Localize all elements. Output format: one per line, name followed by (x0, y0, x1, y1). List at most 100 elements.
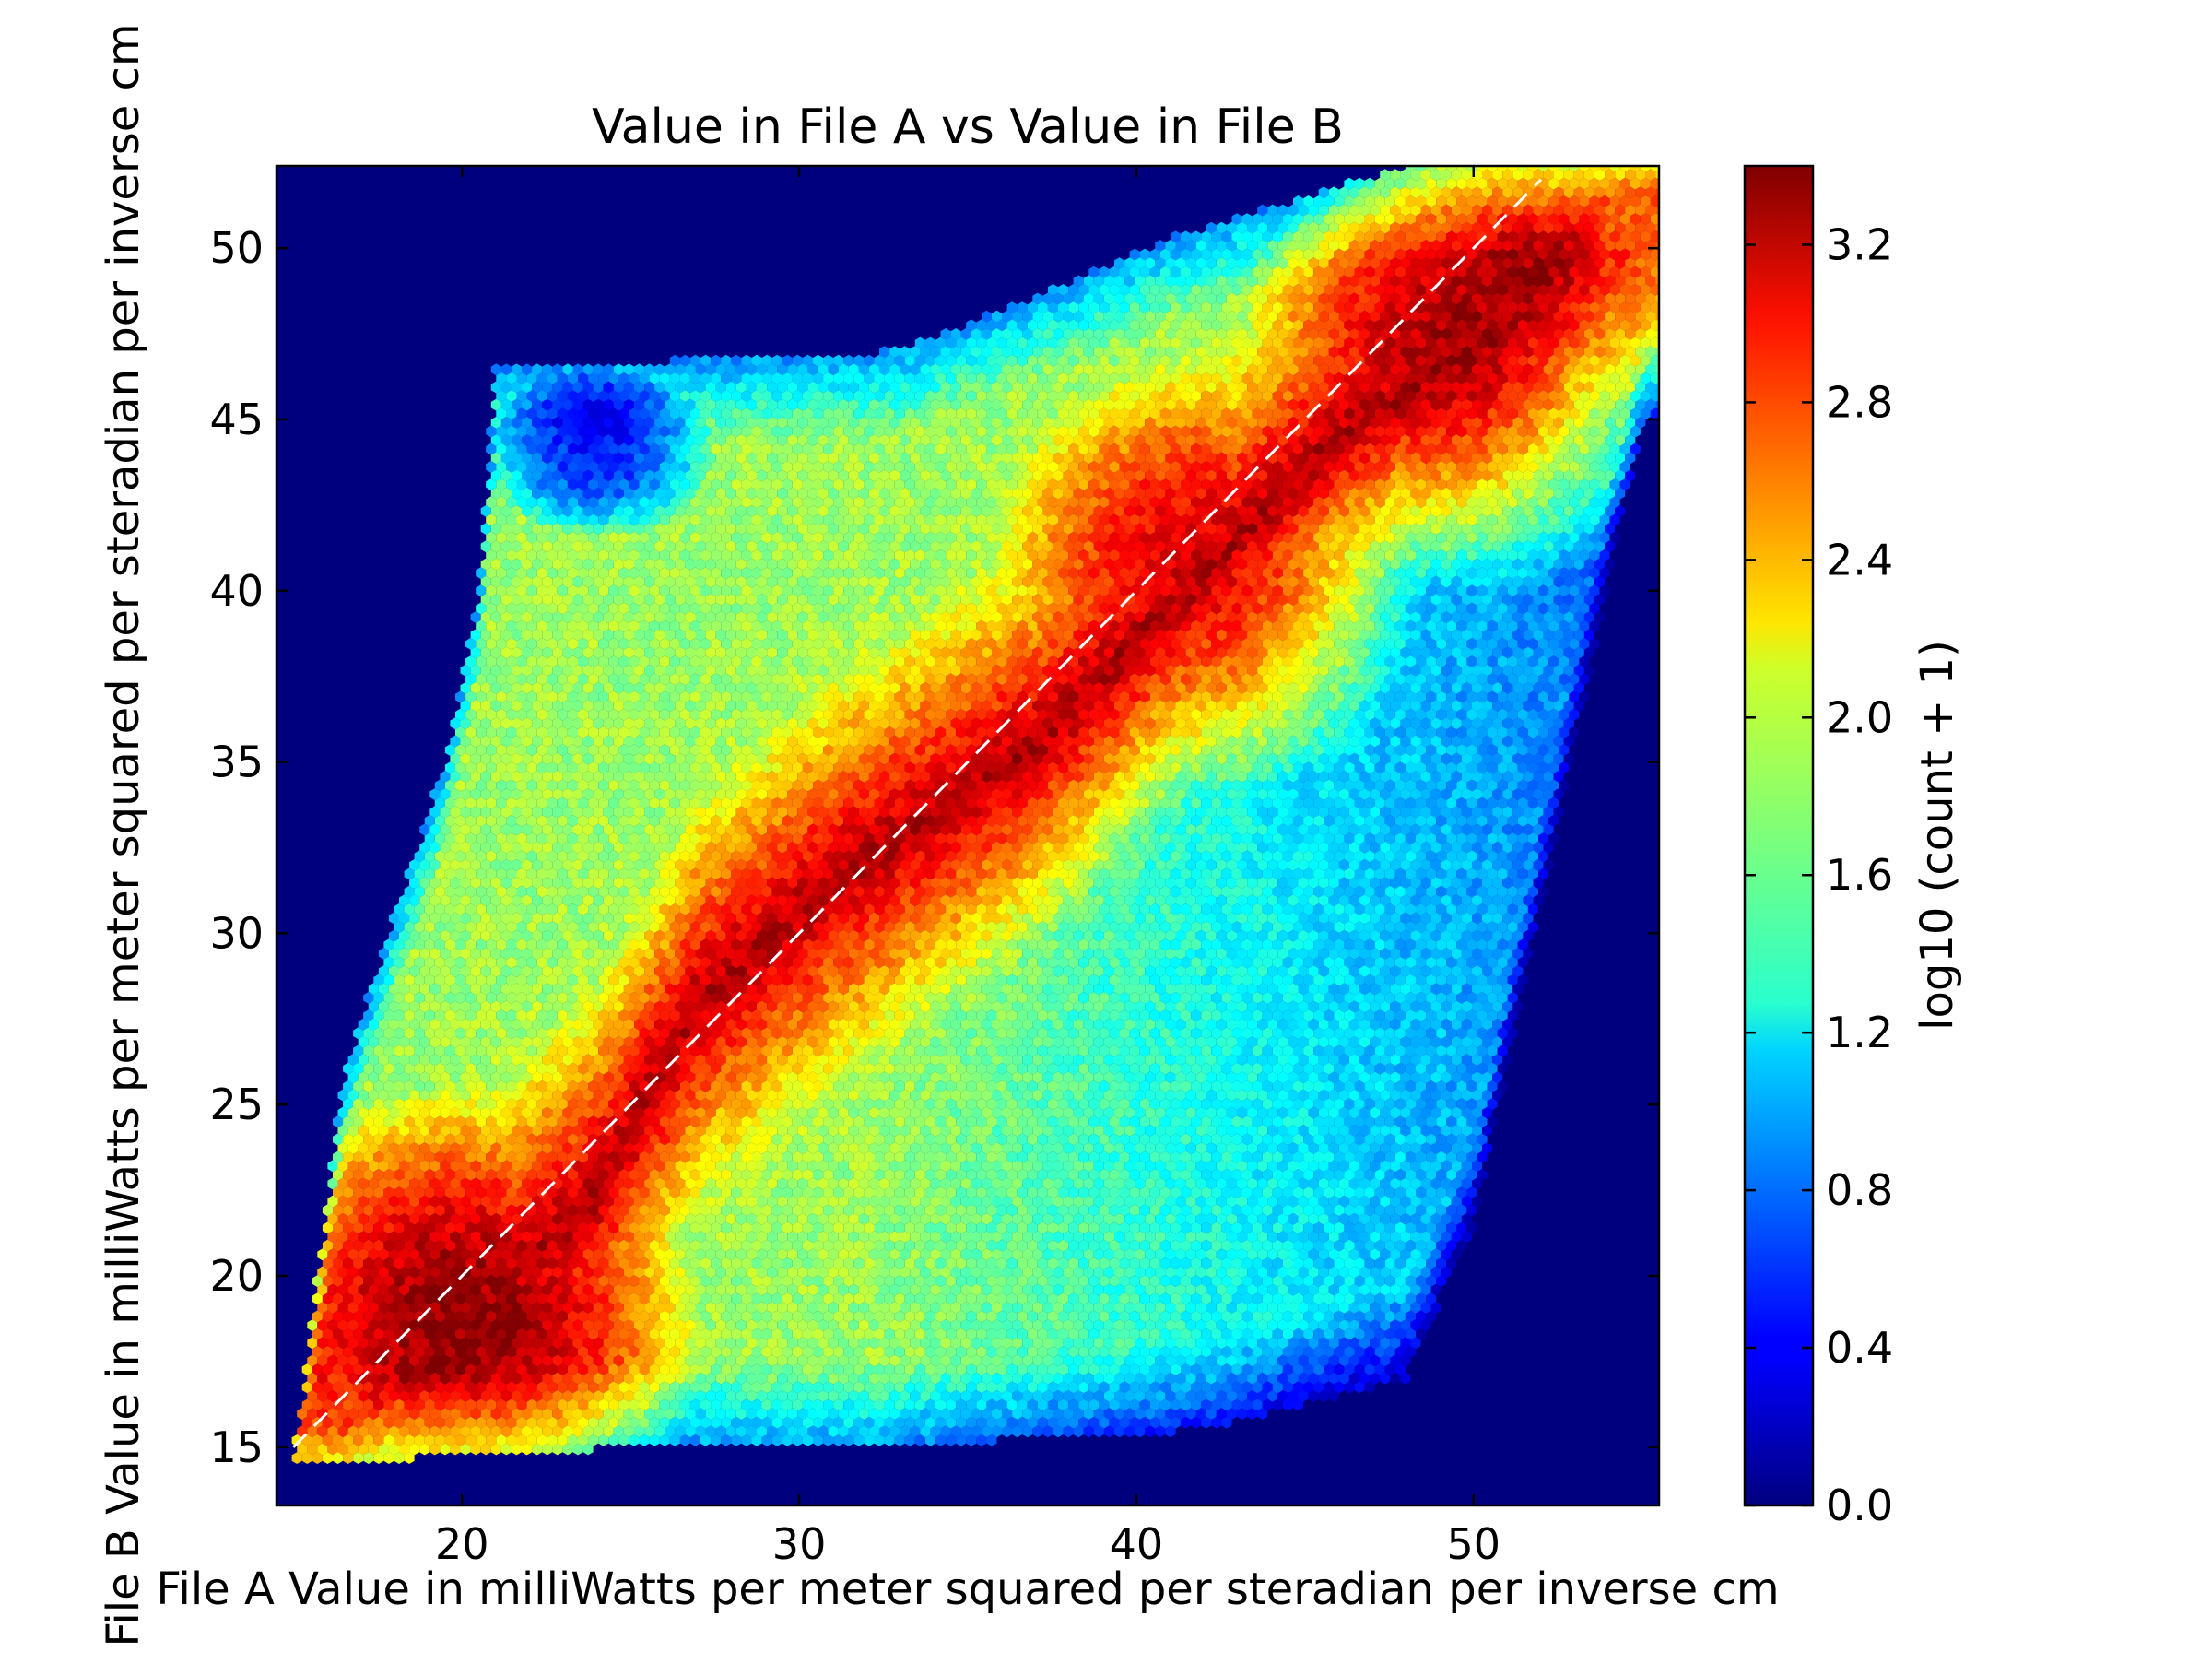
hexbin-cell (1201, 266, 1212, 278)
hexbin-cell (1553, 275, 1564, 288)
hexbin-cell (1466, 195, 1477, 207)
hexbin-cell (1139, 248, 1150, 261)
hexbin-cell (1129, 266, 1140, 278)
hexbin-cell (1599, 230, 1610, 243)
hexbin-cell (1293, 266, 1304, 278)
hexbin-cell (1630, 166, 1641, 172)
hexbin-cell (1482, 186, 1493, 199)
hexbin-cell (1497, 266, 1508, 278)
hexbin-cell (1145, 275, 1156, 288)
hexbin-cell (1619, 266, 1630, 278)
hexbin-cell (1380, 221, 1391, 234)
hexbin-cell (1645, 204, 1656, 217)
hexbin-cell (1262, 213, 1273, 225)
hexbin-cell (1533, 275, 1544, 288)
hexbin-cell (1563, 257, 1574, 269)
hexbin-cell (1661, 178, 1671, 190)
hexbin-cell (1400, 257, 1411, 269)
hexbin-cell (1512, 275, 1524, 288)
hexbin-cell (1527, 213, 1538, 225)
hexbin-cell (1625, 221, 1636, 234)
hexbin-cell (1630, 195, 1641, 207)
hexbin-cell (1226, 240, 1237, 252)
hexbin-cell (1477, 195, 1488, 207)
hexbin-cell (1364, 230, 1375, 243)
hexbin-cell (1456, 177, 1467, 190)
hexbin-cell (1640, 230, 1651, 243)
hexbin-cell (1405, 166, 1416, 172)
hexbin-cell (1512, 240, 1524, 252)
hexbin-cell (1451, 275, 1462, 288)
hexbin-cell (1334, 213, 1345, 225)
hexbin-cell (1328, 186, 1339, 199)
hexbin-cell (1380, 257, 1391, 269)
hexbin-cell (1569, 230, 1580, 243)
hexbin-cell (1583, 169, 1594, 181)
hexbin-cell (1313, 248, 1324, 261)
hexbin-cell (1155, 240, 1166, 252)
hexbin-cell (1252, 230, 1263, 243)
hexbin-cell (1370, 204, 1381, 217)
hexbin-cell (1559, 177, 1570, 190)
hexbin-cell (1103, 275, 1114, 288)
hexbin-cell (1338, 204, 1349, 217)
hexbin-cell (1348, 240, 1359, 252)
hexbin-cell (1553, 221, 1564, 234)
hexbin-cell (1517, 248, 1528, 261)
hexbin-cell (1298, 257, 1309, 269)
hexbin-cell (1370, 186, 1381, 199)
hexbin-cell (1364, 213, 1375, 225)
hexbin-cell (1410, 275, 1421, 288)
hexbin-cell (1277, 221, 1288, 234)
hexbin-cell (1247, 221, 1258, 234)
hexbin-cell (1206, 275, 1217, 288)
hexbin-cell (1303, 213, 1314, 225)
hexbin-cell (1650, 213, 1659, 225)
hexbin-cell (1583, 240, 1594, 252)
hexbin-cell (1507, 266, 1518, 278)
hexbin-cell (1124, 275, 1135, 288)
hexbin-cell (1221, 230, 1232, 243)
hexbin-cell (1583, 257, 1594, 269)
hexbin-cell (1543, 240, 1554, 252)
hexbin-cell (1645, 257, 1656, 269)
hexbin-cell (1559, 166, 1570, 172)
hexbin-cell (1430, 257, 1441, 269)
hexbin-cell (1605, 186, 1616, 199)
hexbin-cell (1517, 213, 1528, 225)
hexbin-cell (1559, 230, 1570, 243)
hexbin-cell (1497, 230, 1508, 243)
hexbin-cell (1380, 204, 1391, 217)
hexbin-cell (1482, 275, 1493, 288)
hexbin-cell (1247, 240, 1258, 252)
hexbin-cell (1573, 240, 1584, 252)
hexbin-cell (1430, 186, 1441, 199)
hexbin-cell (1619, 213, 1630, 225)
hexbin-cell (1436, 213, 1447, 225)
hexbin-cell (1625, 186, 1636, 199)
hexbin-cell (1594, 257, 1606, 269)
hexbin-cell (1313, 266, 1324, 278)
hexbin-cell (1344, 248, 1355, 261)
hexbin-cell (1354, 195, 1365, 207)
hexbin-cell (1563, 240, 1574, 252)
hexbin-cell (1262, 266, 1273, 278)
hexbin-cell (1507, 177, 1518, 190)
hexbin-cell (1446, 213, 1457, 225)
hexbin-cell (1359, 186, 1371, 199)
hexbin-cell (1410, 186, 1421, 199)
hexbin-cell (1507, 166, 1518, 172)
hexbin-cell (1619, 230, 1630, 243)
hexbin-cell (1211, 248, 1222, 261)
hexbin-cell (1492, 204, 1503, 217)
hexbin-cell (1436, 177, 1447, 190)
hexbin-cell (1543, 221, 1554, 234)
hexbin-cell (1165, 275, 1176, 288)
hexbin-cell (1523, 204, 1534, 217)
hexbin-cell (1605, 204, 1616, 217)
hexbin-cell (1630, 266, 1641, 278)
hexbin-cell (1267, 275, 1278, 288)
hexbin-cell (1416, 248, 1427, 261)
hexbin-cell (1348, 204, 1359, 217)
hexbin-cell (1523, 169, 1534, 181)
